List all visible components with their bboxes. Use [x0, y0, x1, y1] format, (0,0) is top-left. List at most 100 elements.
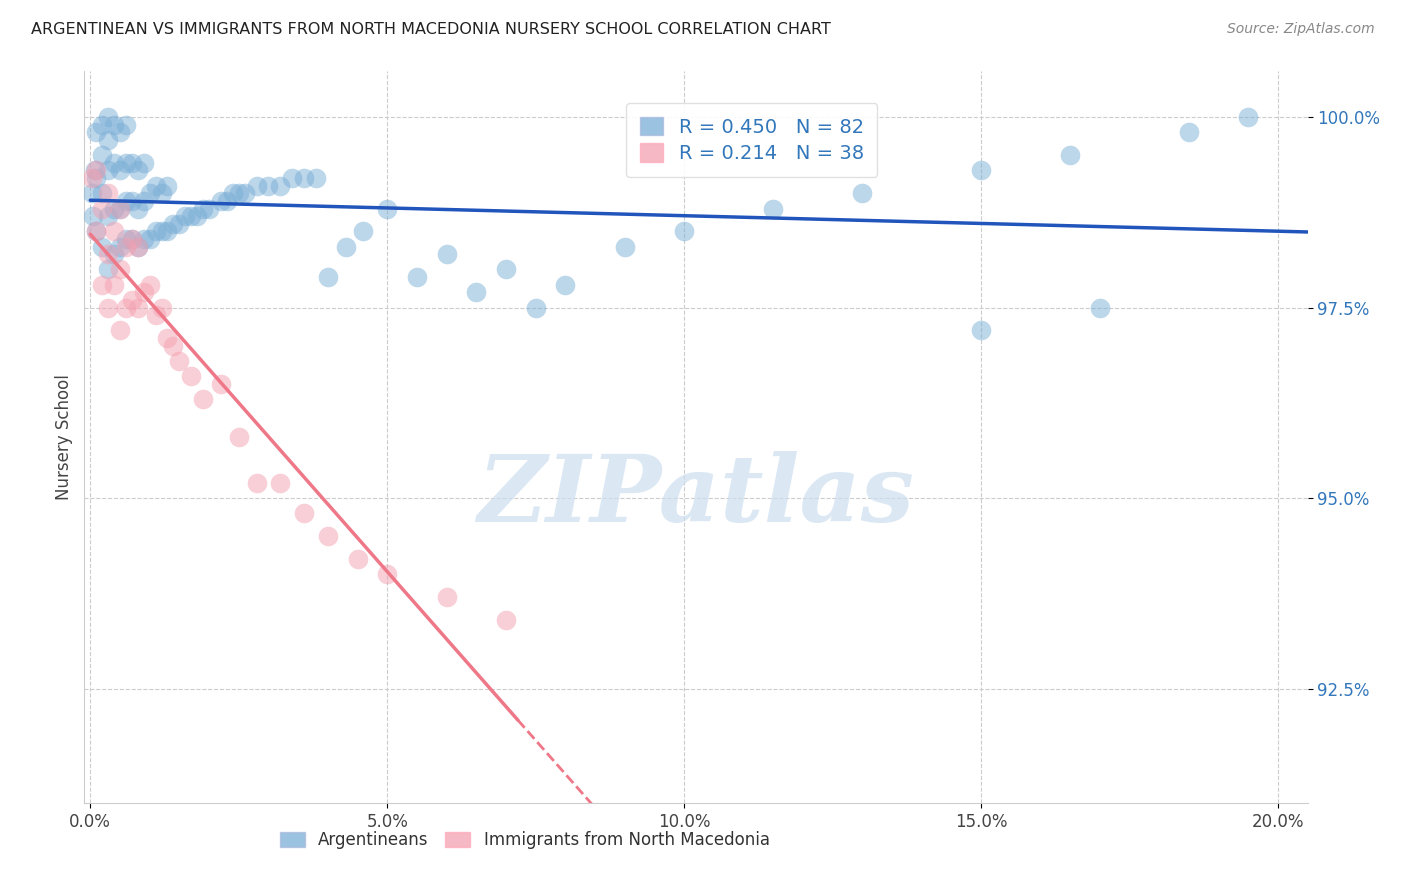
Point — [91, 202, 114, 216]
Point — [150, 301, 173, 315]
Point — [84, 224, 107, 238]
Point — [406, 270, 429, 285]
Point — [97, 163, 120, 178]
Point — [108, 323, 131, 337]
Point — [115, 155, 138, 169]
Point — [97, 133, 120, 147]
Point — [121, 293, 143, 307]
Point — [121, 155, 143, 169]
Point — [84, 163, 107, 178]
Text: Source: ZipAtlas.com: Source: ZipAtlas.com — [1227, 22, 1375, 37]
Point — [316, 270, 339, 285]
Point — [97, 186, 120, 201]
Point — [436, 590, 458, 604]
Point — [209, 194, 232, 208]
Point — [554, 277, 576, 292]
Point — [156, 178, 179, 193]
Point — [127, 239, 149, 253]
Point — [209, 376, 232, 391]
Point — [103, 224, 125, 238]
Point — [305, 171, 328, 186]
Point — [162, 339, 184, 353]
Point — [145, 308, 167, 322]
Point — [115, 118, 138, 132]
Point — [1059, 148, 1081, 162]
Point — [80, 186, 103, 201]
Point — [138, 277, 160, 292]
Point — [108, 125, 131, 139]
Point — [191, 392, 214, 406]
Point — [375, 567, 398, 582]
Point — [103, 277, 125, 292]
Point — [375, 202, 398, 216]
Point — [762, 202, 785, 216]
Point — [970, 163, 993, 178]
Point — [145, 224, 167, 238]
Point — [84, 224, 107, 238]
Point — [292, 171, 315, 186]
Text: ZIPatlas: ZIPatlas — [478, 450, 914, 541]
Point — [82, 209, 104, 223]
Point — [169, 217, 191, 231]
Point — [613, 239, 636, 253]
Point — [115, 194, 138, 208]
Point — [215, 194, 238, 208]
Point — [121, 194, 143, 208]
Point — [352, 224, 374, 238]
Point — [127, 301, 149, 315]
Point — [228, 186, 250, 201]
Point — [97, 301, 120, 315]
Point — [108, 202, 131, 216]
Point — [103, 247, 125, 261]
Point — [495, 262, 517, 277]
Point — [162, 217, 184, 231]
Point — [245, 178, 267, 193]
Point — [132, 155, 155, 169]
Point — [316, 529, 339, 543]
Point — [335, 239, 357, 253]
Point — [222, 186, 245, 201]
Point — [1088, 301, 1111, 315]
Point — [150, 186, 173, 201]
Point — [180, 369, 202, 384]
Point — [269, 475, 291, 490]
Point — [851, 186, 873, 201]
Point — [115, 239, 138, 253]
Point — [233, 186, 256, 201]
Point — [1178, 125, 1201, 139]
Point — [91, 118, 114, 132]
Point — [108, 202, 131, 216]
Point — [84, 171, 107, 186]
Point — [281, 171, 304, 186]
Point — [97, 247, 120, 261]
Point — [269, 178, 291, 193]
Point — [191, 202, 214, 216]
Point — [1237, 110, 1260, 124]
Point — [292, 506, 315, 520]
Point — [132, 285, 155, 300]
Point — [103, 155, 125, 169]
Point — [169, 354, 191, 368]
Point — [180, 209, 202, 223]
Point — [436, 247, 458, 261]
Point — [115, 301, 138, 315]
Point — [91, 277, 114, 292]
Point — [156, 331, 179, 345]
Point — [97, 209, 120, 223]
Point — [145, 178, 167, 193]
Point — [91, 148, 114, 162]
Point — [150, 224, 173, 238]
Point — [84, 163, 107, 178]
Point — [174, 209, 197, 223]
Point — [108, 239, 131, 253]
Point — [121, 232, 143, 246]
Point — [495, 613, 517, 627]
Point — [186, 209, 208, 223]
Point — [465, 285, 488, 300]
Point — [115, 232, 138, 246]
Point — [138, 186, 160, 201]
Point — [103, 118, 125, 132]
Point — [127, 239, 149, 253]
Text: ARGENTINEAN VS IMMIGRANTS FROM NORTH MACEDONIA NURSERY SCHOOL CORRELATION CHART: ARGENTINEAN VS IMMIGRANTS FROM NORTH MAC… — [31, 22, 831, 37]
Legend: Argentineans, Immigrants from North Macedonia: Argentineans, Immigrants from North Mace… — [280, 831, 769, 849]
